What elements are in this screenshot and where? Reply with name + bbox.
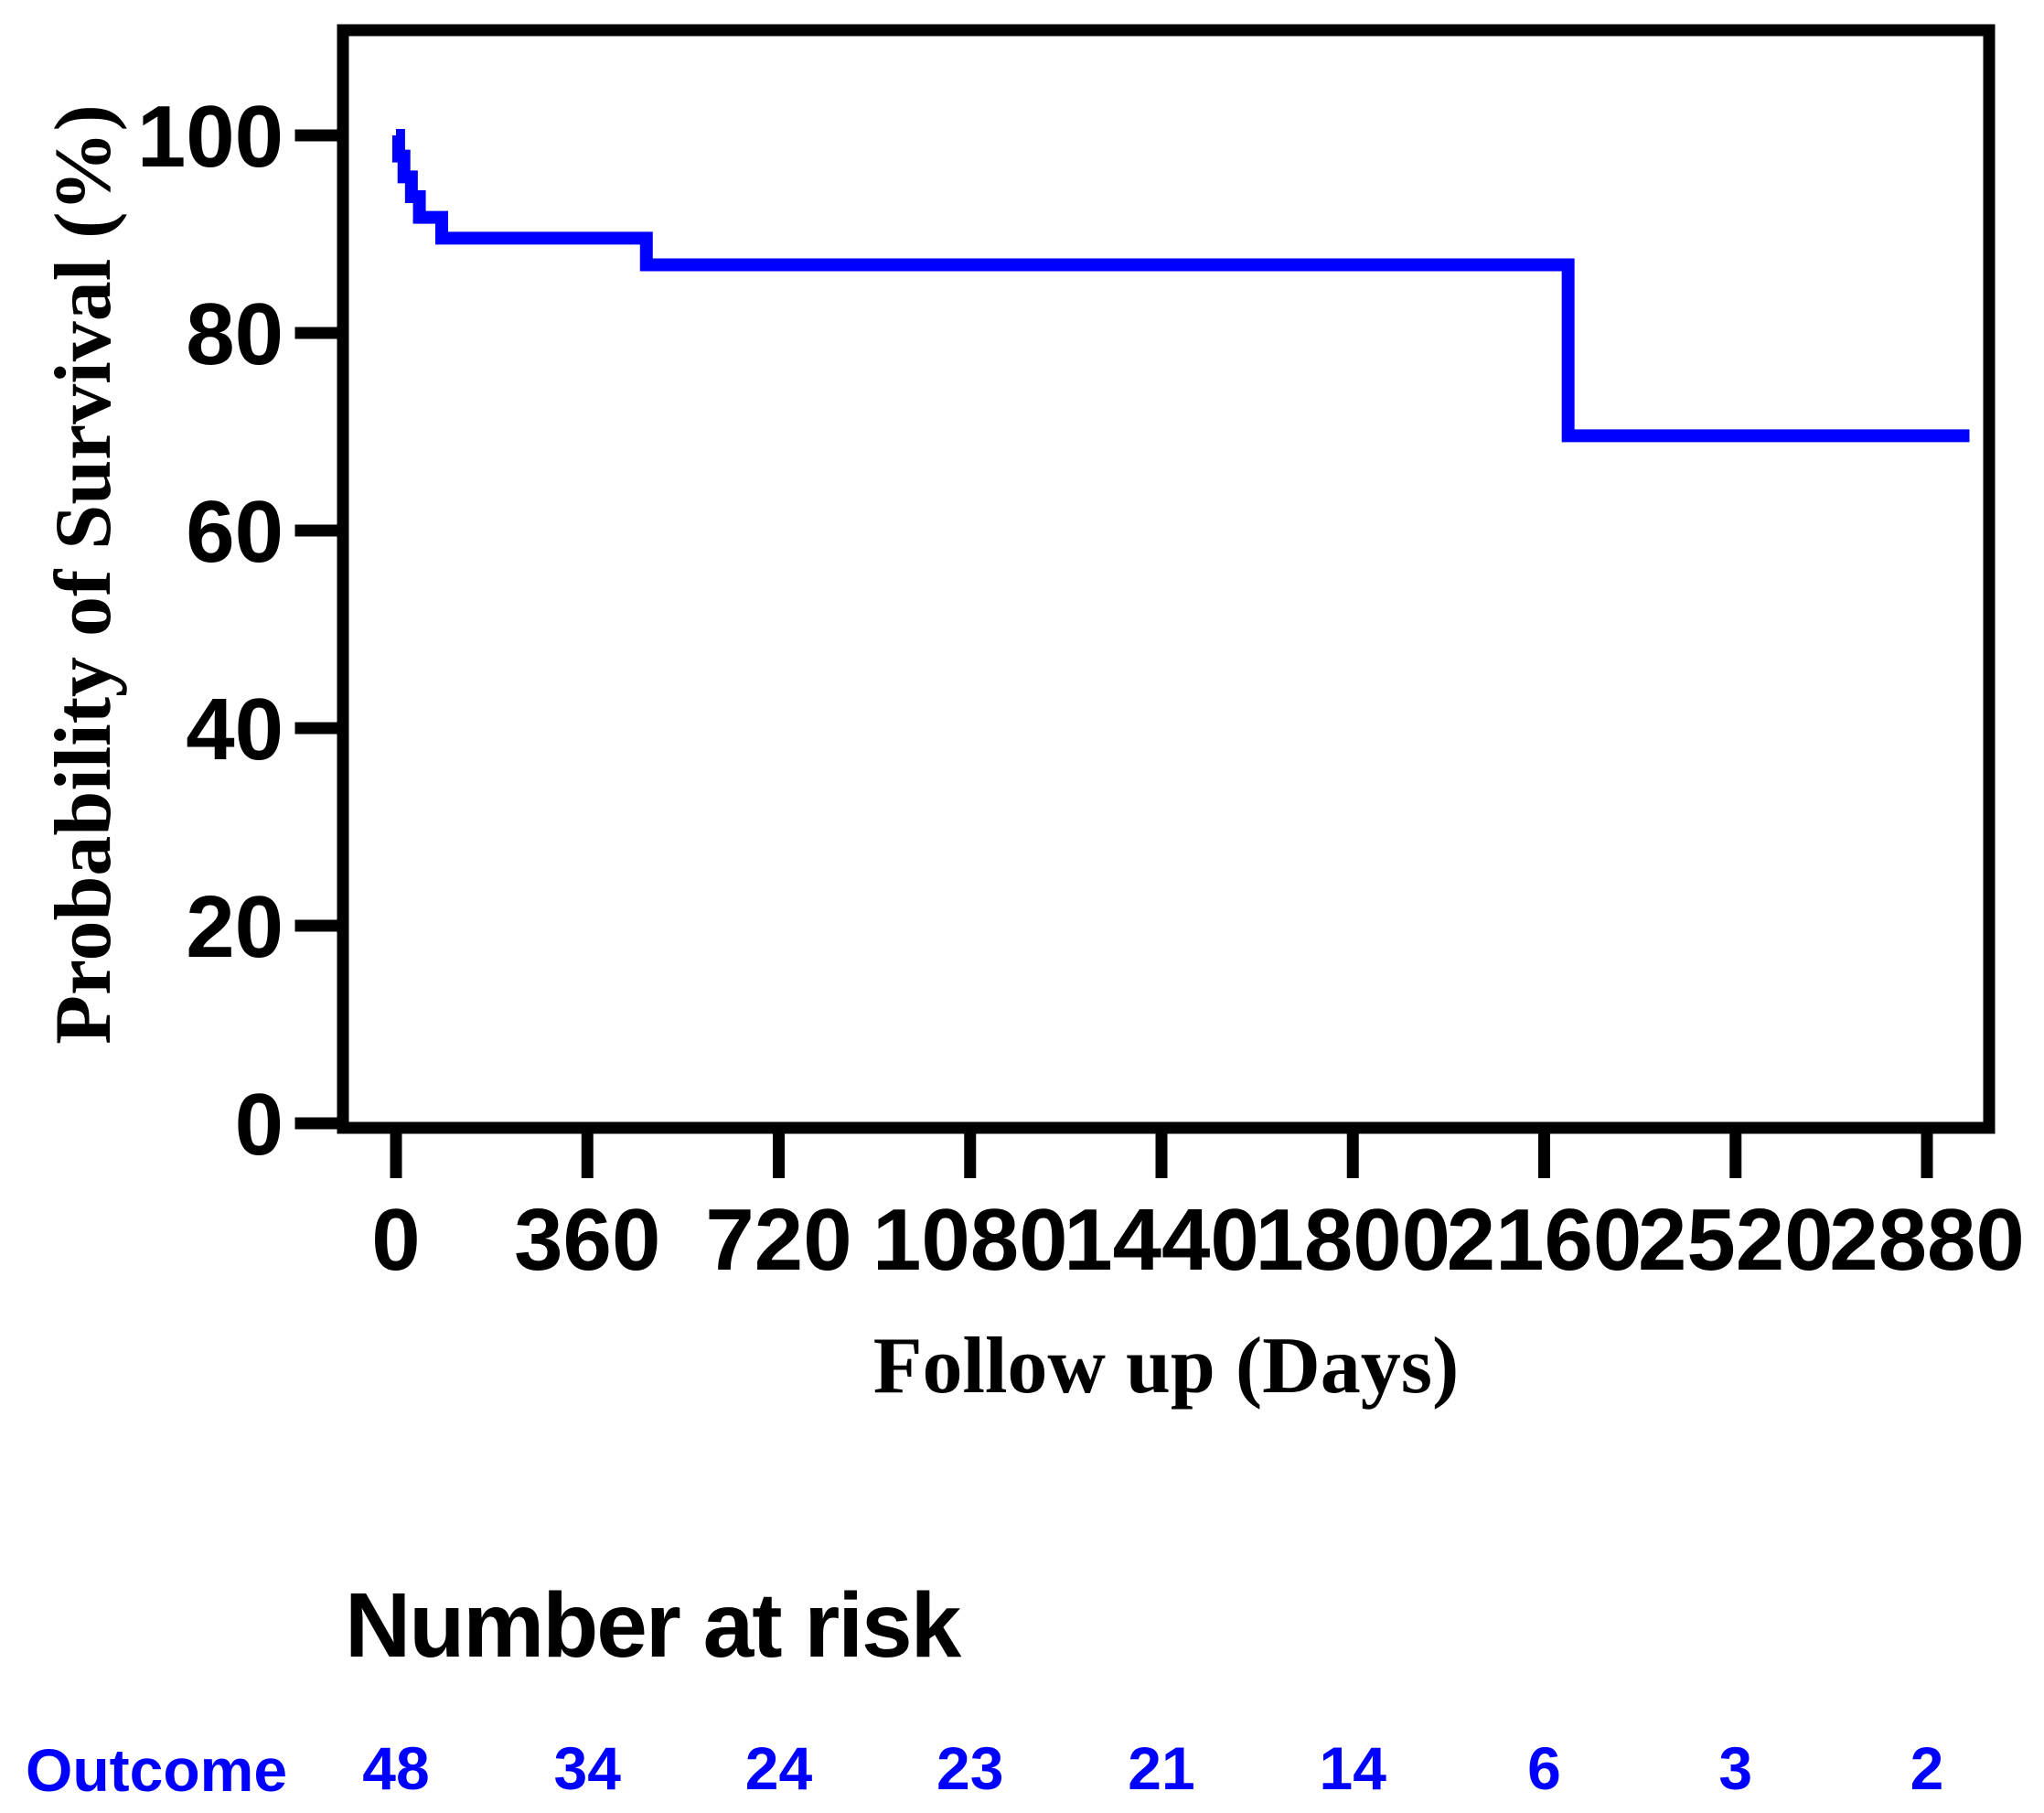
risk-value: 6 [1527,1734,1561,1802]
risk-row-label: Outcome [26,1736,288,1804]
risk-value: 48 [362,1734,429,1802]
x-tick-label: 720 [705,1191,851,1289]
y-tick-label: 80 [186,285,284,383]
x-tick-label: 1080 [872,1191,1068,1289]
x-tick-label: 1440 [1064,1191,1259,1289]
y-tick-label: 100 [137,88,284,186]
risk-value: 2 [1910,1734,1944,1802]
y-tick-label: 40 [186,681,284,778]
x-tick-label: 2880 [1829,1191,2025,1289]
y-tick-label: 0 [235,1076,284,1174]
x-tick-label: 0 [371,1191,420,1289]
risk-table-title: Number at risk [345,1574,961,1677]
risk-value: 14 [1320,1734,1387,1802]
risk-value: 24 [745,1734,813,1802]
y-axis-title: Probability of Survival (%) [39,104,128,1045]
risk-value: 21 [1128,1734,1194,1802]
plot-frame [337,24,1996,1134]
x-tick-label: 2520 [1638,1191,1834,1289]
survival-curve [391,129,1970,443]
x-axis-title: Follow up (Days) [872,1322,1460,1411]
y-tick-label: 20 [186,878,284,976]
x-tick-label: 360 [514,1191,660,1289]
risk-value: 34 [554,1734,622,1802]
risk-value: 3 [1718,1734,1752,1802]
x-tick-label: 1800 [1255,1191,1450,1289]
x-tick-label: 2160 [1447,1191,1643,1289]
risk-value: 23 [936,1734,1003,1802]
y-tick-label: 60 [186,483,284,581]
